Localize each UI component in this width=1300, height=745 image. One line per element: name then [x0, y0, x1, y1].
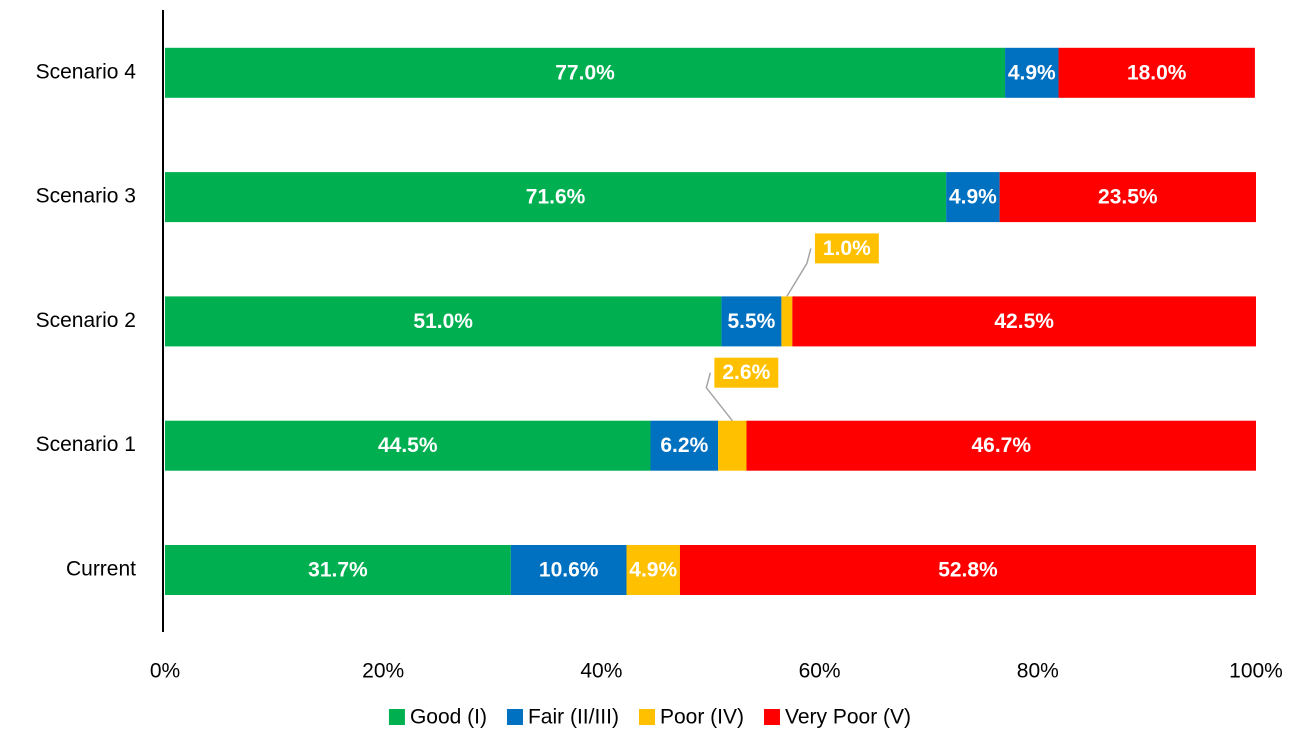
data-label: 23.5% — [1098, 186, 1158, 209]
data-label: 5.5% — [727, 310, 775, 333]
data-label: 10.6% — [539, 559, 599, 582]
leader-line — [705, 372, 733, 422]
data-label: 52.8% — [938, 559, 998, 582]
data-label: 6.2% — [660, 434, 708, 457]
x-tick-label: 20% — [362, 660, 404, 683]
legend-swatch — [506, 709, 523, 725]
y-tick-label: Scenario 2 — [36, 309, 136, 332]
y-tick-label: Scenario 4 — [36, 60, 137, 83]
x-tick-label: 80% — [1017, 660, 1059, 683]
data-label: 42.5% — [994, 310, 1054, 333]
label-box — [814, 233, 879, 264]
legend-label: Poor (IV) — [660, 706, 744, 729]
bar-segment — [721, 296, 782, 347]
data-label: 2.6% — [722, 361, 770, 384]
data-label: 51.0% — [413, 310, 473, 333]
leader-line — [786, 248, 812, 297]
legend-label: Fair (II/III) — [528, 706, 619, 729]
bar-segment — [946, 172, 1000, 223]
x-tick-label: 40% — [580, 660, 622, 683]
data-label: 44.5% — [378, 434, 438, 457]
legend-label: Very Poor (V) — [785, 706, 911, 729]
x-tick-label: 100% — [1229, 660, 1283, 683]
x-tick-label: 0% — [150, 660, 180, 683]
bar-segment — [165, 545, 511, 595]
legend-swatch — [638, 709, 655, 725]
bar-segment — [718, 420, 747, 471]
data-label: 18.0% — [1127, 61, 1187, 84]
data-label: 4.9% — [949, 186, 997, 209]
bar-segment — [165, 47, 1006, 98]
y-tick-label: Scenario 1 — [36, 433, 136, 456]
y-tick-label: Scenario 3 — [36, 185, 136, 208]
bar-segment — [1005, 47, 1059, 98]
bar-segment — [1058, 47, 1255, 98]
bar-segment — [781, 296, 793, 347]
y-tick-label: Current — [66, 558, 136, 581]
data-label: 71.6% — [526, 186, 586, 209]
legend-swatch — [764, 709, 781, 725]
legend-swatch — [388, 709, 405, 725]
data-label: 31.7% — [308, 559, 368, 582]
bar-segment — [792, 296, 1256, 347]
bar-segment — [165, 420, 651, 471]
bar-segment — [650, 420, 719, 471]
data-label: 4.9% — [1008, 61, 1056, 84]
bar-segment — [165, 172, 947, 223]
data-label: 46.7% — [971, 434, 1031, 457]
bar-segment — [626, 545, 680, 595]
bar-segment — [165, 296, 722, 347]
label-box — [714, 357, 779, 388]
legend-label: Good (I) — [410, 706, 487, 729]
bar-segment — [679, 545, 1256, 595]
data-label: 77.0% — [555, 61, 615, 84]
x-tick-label: 60% — [799, 660, 841, 683]
bar-segment — [510, 545, 627, 595]
data-label: 4.9% — [629, 559, 677, 582]
bar-segment — [999, 172, 1256, 223]
data-label: 1.0% — [823, 237, 871, 260]
bar-segment — [746, 420, 1256, 471]
